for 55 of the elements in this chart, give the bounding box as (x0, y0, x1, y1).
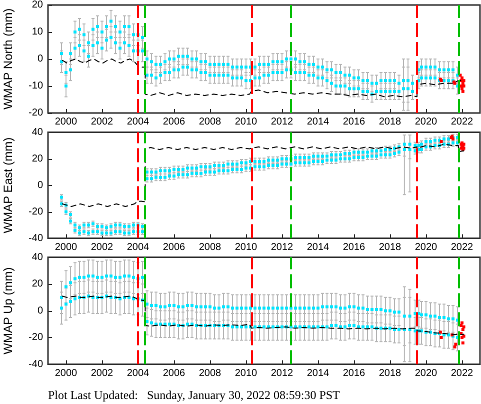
x-tick-label: 2018 (378, 368, 402, 379)
text: Plot Last Updated: Sunday, January 30, 2022 08:59:30 PST (48, 388, 340, 402)
y-tick-label: -40 (28, 232, 44, 244)
x-tick-label: 2014 (306, 116, 330, 128)
x-tick-label: 2018 (378, 116, 402, 128)
y-tick-label: 40 (32, 252, 44, 263)
y-tick-label: -20 (28, 206, 44, 218)
x-tick-label: 2012 (270, 116, 294, 128)
x-tick-label: 2020 (414, 368, 438, 379)
x-tick-label: 2008 (198, 242, 222, 253)
x-tick-label: 2016 (342, 242, 366, 253)
x-tick-label: 2004 (126, 242, 150, 253)
y-tick-label: 40 (32, 126, 44, 138)
x-tick-label: 2020 (414, 116, 438, 128)
x-tick-label: 2000 (54, 368, 78, 379)
y-axis-title: WMAP East (mm) (1, 137, 15, 234)
x-tick-label: 2010 (234, 242, 258, 253)
y-tick-label: 20 (32, 278, 44, 290)
x-tick-label: 2010 (234, 368, 258, 379)
x-tick-label: 2016 (342, 116, 366, 128)
y-tick-label: 20 (32, 0, 44, 10)
x-tick-label: 2004 (126, 116, 150, 128)
y-tick-label: -20 (28, 108, 44, 118)
x-tick-label: 2012 (270, 242, 294, 253)
x-tick-label: 2014 (306, 242, 330, 253)
y-tick-label: 0 (37, 54, 44, 64)
x-tick-label: 2022 (450, 368, 474, 379)
x-tick-label: 2002 (90, 116, 114, 128)
x-tick-label: 2000 (54, 116, 78, 128)
x-tick-label: 2014 (306, 368, 330, 379)
y-tick-label: 20 (32, 153, 44, 164)
x-tick-label: 2022 (450, 242, 474, 253)
x-tick-label: 2018 (378, 242, 402, 253)
y-tick-label: 10 (32, 26, 44, 38)
y-tick-label: 0 (37, 180, 44, 191)
x-tick-label: 2010 (234, 116, 258, 128)
y-tick-label: -40 (28, 358, 44, 370)
x-tick-label: 2006 (162, 116, 186, 128)
x-tick-label: 2002 (90, 368, 114, 379)
x-tick-label: 2016 (342, 368, 366, 379)
x-tick-label: 2008 (198, 116, 222, 128)
x-tick-label: 2020 (414, 242, 438, 253)
y-axis-title: WMAP North (mm) (1, 8, 15, 110)
x-tick-label: 2006 (162, 242, 186, 253)
y-axis-title: WMAP Up (mm) (1, 267, 15, 354)
x-tick-label: 2012 (270, 368, 294, 379)
x-tick-label: 2022 (450, 116, 474, 128)
x-tick-label: 2008 (198, 368, 222, 379)
x-tick-label: 2000 (54, 242, 78, 253)
x-tick-label: 2002 (90, 242, 114, 253)
x-tick-label: 2004 (126, 368, 150, 379)
x-tick-label: 2006 (162, 368, 186, 379)
y-tick-label: -10 (28, 80, 44, 92)
y-tick-label: -20 (28, 332, 44, 344)
y-tick-label: 0 (37, 305, 44, 316)
